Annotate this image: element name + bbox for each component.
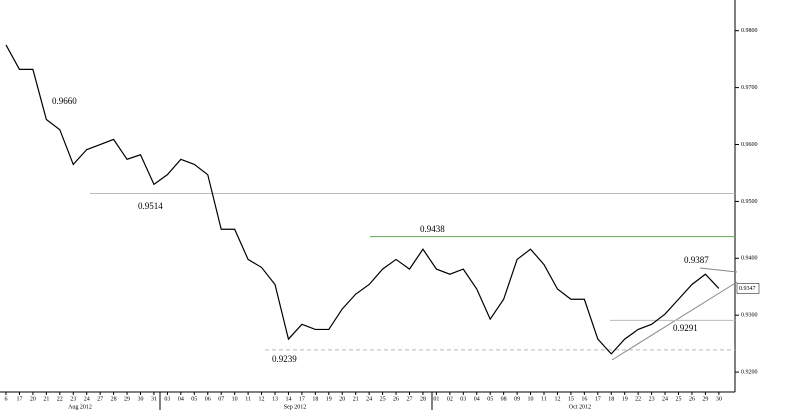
level-label: 0.9291 — [673, 323, 698, 333]
x-tick-label: 26 — [689, 396, 695, 402]
month-label: Aug 2012 — [68, 404, 92, 410]
x-tick-label: 30 — [138, 396, 144, 402]
x-tick-label: 18 — [312, 396, 318, 402]
x-tick-label: 05 — [487, 396, 493, 402]
x-tick-label: 31 — [151, 396, 157, 402]
x-tick-label: 12 — [259, 396, 265, 402]
y-tick-label: 0.9300 — [741, 313, 758, 319]
x-tick-label: 01 — [433, 396, 439, 402]
x-tick-label: 04 — [474, 396, 480, 402]
x-tick-label: 30 — [716, 396, 722, 402]
x-tick-label: 03 — [164, 396, 170, 402]
price-line — [5, 44, 720, 355]
x-tick-label: 18 — [608, 396, 614, 402]
x-tick-label: 09 — [514, 396, 520, 402]
x-tick-label: 27 — [407, 396, 413, 402]
x-tick-label: 16 — [581, 396, 587, 402]
trend-line — [611, 281, 738, 361]
x-tick-label: 07 — [218, 396, 224, 402]
last-price-label: 0.9347 — [739, 286, 756, 292]
x-tick-label: 17 — [16, 396, 22, 402]
x-tick-label: 06 — [205, 396, 211, 402]
level-label: 0.9387 — [684, 255, 709, 265]
x-tick-label: 22 — [635, 396, 641, 402]
x-tick-label: 13 — [272, 396, 278, 402]
x-tick-label: 24 — [366, 396, 372, 402]
x-tick-label: 11 — [245, 396, 251, 402]
level-label: 0.9514 — [138, 201, 163, 211]
x-tick-label: 29 — [702, 396, 708, 402]
x-tick-label: 04 — [178, 396, 184, 402]
x-tick-label: 05 — [191, 396, 197, 402]
x-tick-label: 22 — [57, 396, 63, 402]
x-tick-label: 24 — [662, 396, 668, 402]
month-label: Oct 2012 — [569, 404, 591, 410]
y-tick-label: 0.9400 — [741, 256, 758, 262]
x-tick-label: 23 — [70, 396, 76, 402]
y-tick-label: 0.9500 — [741, 199, 758, 205]
y-tick-label: 0.9600 — [741, 142, 758, 148]
x-tick-label: 21 — [353, 396, 359, 402]
last-price-box — [736, 283, 760, 294]
x-tick-label: 6 — [5, 396, 8, 402]
x-tick-label: 27 — [97, 396, 103, 402]
y-tick-label: 0.9200 — [741, 369, 758, 375]
month-label: Sep 2012 — [284, 404, 307, 410]
x-tick-label: 25 — [676, 396, 682, 402]
y-tick-label: 0.9800 — [741, 28, 758, 34]
trend-line — [699, 267, 738, 273]
x-tick-label: 02 — [447, 396, 453, 402]
x-tick-label: 19 — [326, 396, 332, 402]
x-tick-label: 24 — [84, 396, 90, 402]
level-label: 0.9660 — [52, 96, 77, 106]
x-tick-label: 20 — [339, 396, 345, 402]
x-tick-label: 21 — [43, 396, 49, 402]
x-tick-label: 28 — [420, 396, 426, 402]
x-tick-label: 14 — [285, 396, 291, 402]
x-tick-label: 03 — [460, 396, 466, 402]
x-tick-label: 12 — [554, 396, 560, 402]
x-tick-label: 15 — [568, 396, 574, 402]
level-label: 0.9438 — [420, 224, 445, 234]
x-tick-label: 17 — [595, 396, 601, 402]
x-tick-label: 26 — [393, 396, 399, 402]
y-tick-label: 0.9700 — [741, 85, 758, 91]
level-label: 0.9239 — [272, 354, 297, 364]
x-tick-label: 20 — [30, 396, 36, 402]
x-tick-label: 28 — [111, 396, 117, 402]
x-tick-label: 29 — [124, 396, 130, 402]
x-tick-label: 08 — [501, 396, 507, 402]
x-tick-label: 17 — [299, 396, 305, 402]
x-tick-label: 25 — [380, 396, 386, 402]
x-tick-label: 10 — [232, 396, 238, 402]
x-tick-label: 23 — [649, 396, 655, 402]
x-tick-label: 10 — [528, 396, 534, 402]
x-tick-label: 19 — [622, 396, 628, 402]
x-tick-label: 11 — [541, 396, 547, 402]
